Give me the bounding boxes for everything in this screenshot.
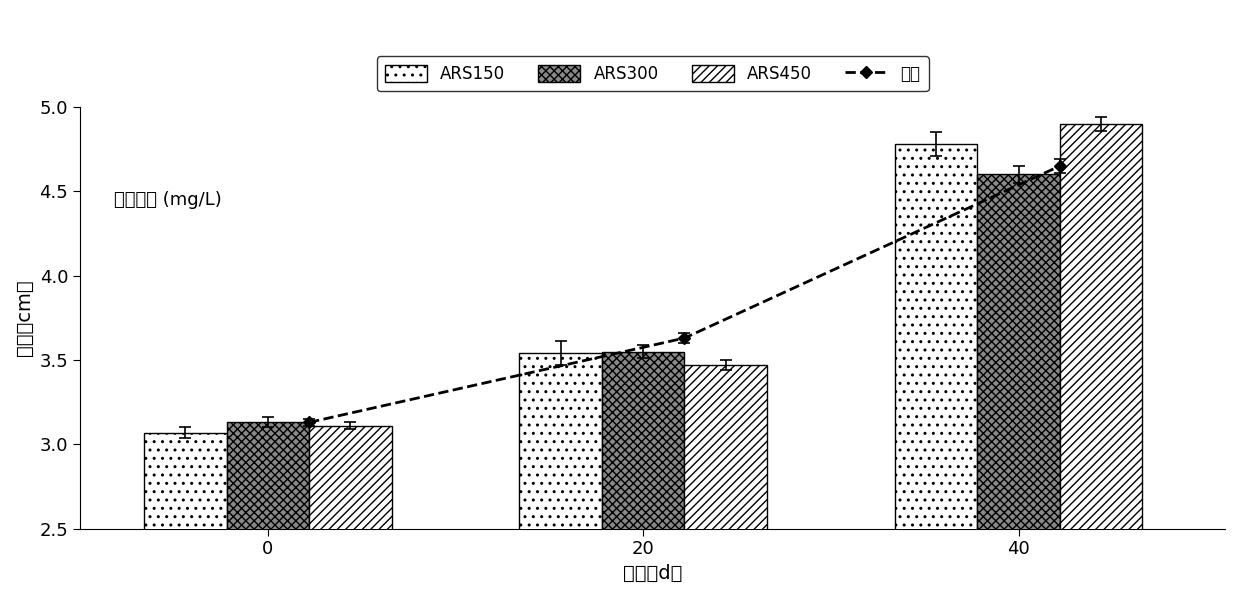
Bar: [895, 144, 977, 598]
Legend: ARS150, ARS300, ARS450, 对照: ARS150, ARS300, ARS450, 对照: [377, 56, 929, 91]
X-axis label: 天数（d）: 天数（d）: [622, 564, 682, 583]
Bar: [684, 365, 768, 598]
Y-axis label: 体长（cm）: 体长（cm）: [15, 279, 33, 356]
Text: 标记浓度 (mg/L): 标记浓度 (mg/L): [114, 191, 222, 209]
Bar: [520, 353, 601, 598]
Bar: [1060, 124, 1142, 598]
Bar: [227, 422, 309, 598]
Bar: [977, 175, 1060, 598]
Bar: [144, 432, 227, 598]
Bar: [309, 426, 392, 598]
Bar: [601, 352, 684, 598]
